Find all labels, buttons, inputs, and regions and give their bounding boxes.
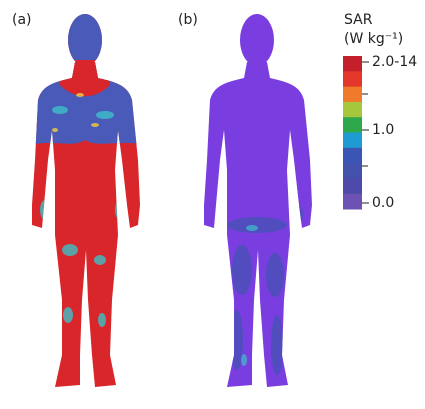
colorbar-segment	[343, 56, 362, 72]
tick-label: 0.0	[372, 195, 394, 211]
body-a	[32, 14, 140, 387]
body-b	[204, 14, 312, 387]
colorbar-title: SAR	[344, 12, 373, 28]
tick-label: 1.0	[372, 122, 394, 138]
colorbar-segment	[343, 178, 362, 195]
colorbar-segment	[343, 132, 362, 149]
colorbar-segment	[343, 193, 362, 210]
colorbar-segment	[343, 71, 362, 88]
tick-label: 2.0-14	[372, 54, 417, 70]
colorbar-segment	[343, 163, 362, 179]
panel-label: (b)	[178, 12, 198, 28]
colorbar-unit: (W kg⁻¹)	[344, 31, 403, 47]
colorbar-segment	[343, 101, 362, 118]
colorbar-segment	[343, 117, 362, 133]
panel-label: (a)	[12, 12, 32, 28]
colorbar: 2.0-14 1.0 0.0	[343, 54, 417, 211]
colorbar-segment	[343, 147, 362, 164]
colorbar-segment	[343, 86, 362, 103]
